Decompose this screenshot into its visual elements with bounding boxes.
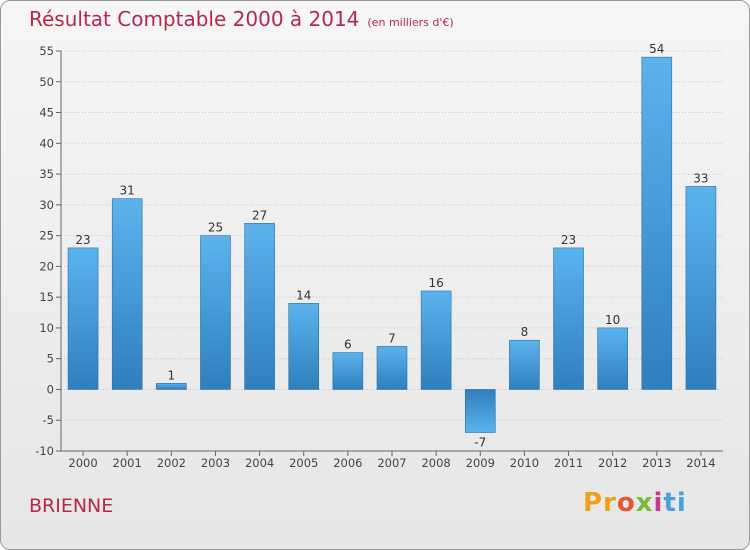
data-label-2014: 33 (693, 171, 708, 185)
data-label-2006: 6 (344, 338, 352, 352)
bar-2008 (420, 290, 452, 390)
data-label-2008: 16 (428, 276, 443, 290)
x-tick-label-2014: 2014 (686, 456, 715, 470)
y-tick-label: 35 (39, 167, 54, 181)
bar-2012 (597, 327, 628, 390)
y-tick-label: -5 (43, 413, 54, 427)
x-tick-label-2011: 2011 (554, 456, 583, 470)
data-label-2013: 54 (649, 42, 664, 56)
x-tick-label-2004: 2004 (245, 456, 274, 470)
bar-2011 (553, 247, 584, 390)
grid-lines (61, 50, 723, 452)
y-tick-label: -10 (35, 444, 54, 458)
bar-2001 (111, 198, 143, 390)
x-tick-label-2007: 2007 (377, 456, 406, 470)
x-tick-label-2009: 2009 (466, 456, 495, 470)
x-tick-label-2002: 2002 (157, 456, 186, 470)
commune-name: BRIENNE (29, 495, 114, 517)
data-label-2004: 27 (252, 208, 267, 222)
bar-2005 (288, 303, 320, 390)
bar-2006 (332, 352, 364, 390)
bar-2003 (200, 235, 231, 390)
y-tick-label: 50 (39, 75, 54, 89)
x-tick-label-2000: 2000 (68, 456, 97, 470)
data-label-2002: 1 (168, 368, 176, 382)
axes: -10 -5 0 5 10 15 20 25 30 35 40 45 50 55 2000 2001 2002 2… (35, 44, 723, 470)
x-tick-label-2013: 2013 (642, 456, 671, 470)
bars: 23 31 1 25 27 14 6 7 16 -7 8 23 10 54 33 (67, 42, 717, 450)
data-label-2012: 10 (605, 313, 620, 327)
data-label-2007: 7 (388, 331, 396, 345)
y-tick-label: 10 (39, 321, 54, 335)
data-label-2003: 25 (208, 221, 223, 235)
data-label-2010: 8 (521, 325, 529, 339)
y-tick-label: 30 (39, 198, 54, 212)
bar-2009 (464, 389, 496, 433)
y-tick-label: 45 (39, 106, 54, 120)
bar-2013 (641, 56, 673, 390)
data-label-2009: -7 (474, 436, 486, 450)
bar-2004 (244, 223, 275, 390)
x-tick-label-2010: 2010 (510, 456, 539, 470)
data-label-2005: 14 (296, 288, 311, 302)
bar-2010 (509, 339, 540, 390)
x-tick-label-2008: 2008 (421, 456, 450, 470)
data-label-2001: 31 (120, 184, 135, 198)
bar-2000 (67, 247, 99, 390)
y-tick-label: 5 (47, 352, 54, 366)
bar-2002 (156, 383, 187, 390)
y-tick-label: 15 (39, 290, 54, 304)
bar-2007 (376, 346, 408, 390)
x-tick-label-2003: 2003 (201, 456, 230, 470)
x-tick-label-2001: 2001 (113, 456, 142, 470)
x-tick-label-2006: 2006 (333, 456, 362, 470)
x-tick-label-2012: 2012 (598, 456, 627, 470)
chart-subtitle: (en milliers d'€) (367, 16, 454, 29)
x-tick-label-2005: 2005 (289, 456, 318, 470)
data-label-2000: 23 (75, 233, 90, 247)
y-tick-label: 0 (47, 382, 54, 396)
chart-title: Résultat Comptable 2000 à 2014 (en millie… (29, 7, 454, 31)
bar-2014 (685, 186, 717, 390)
data-label-2011: 23 (561, 233, 576, 247)
proxiti-logo: Proxiti (583, 488, 687, 518)
y-tick-label: 20 (39, 259, 54, 273)
y-tick-label: 55 (39, 44, 54, 58)
y-tick-label: 40 (39, 136, 54, 150)
y-tick-label: 25 (39, 229, 54, 243)
